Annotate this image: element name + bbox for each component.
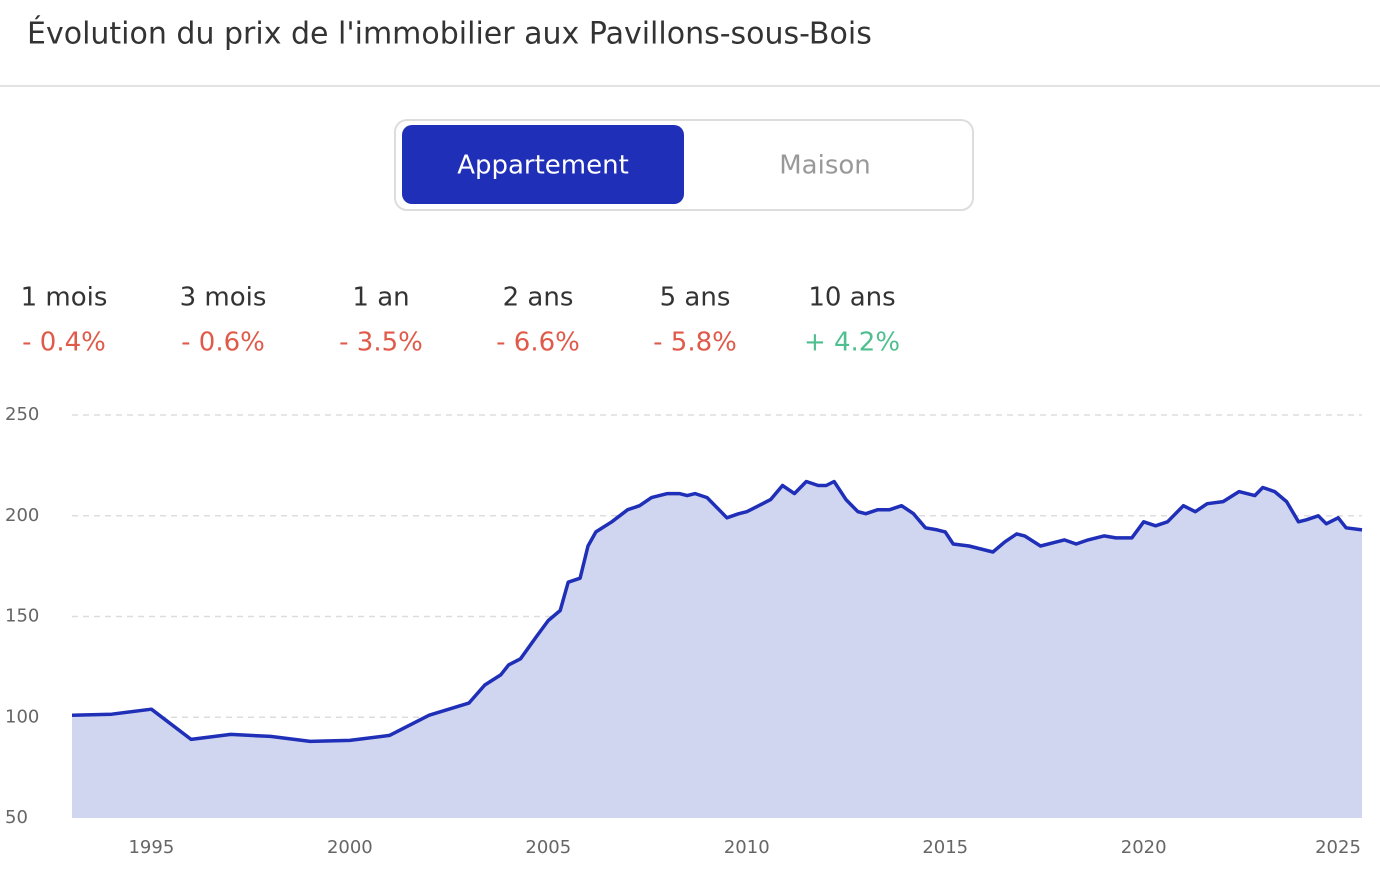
stats: 1 mois - 0.4% 3 mois - 0.6% 1 an - 3.5% 2 ans -… bbox=[21, 283, 900, 358]
stat-label: 2 ans bbox=[503, 283, 574, 313]
y-tick-label: 100 bbox=[5, 706, 39, 727]
x-tick-label: 2005 bbox=[525, 837, 571, 858]
y-tick-label: 200 bbox=[5, 505, 39, 526]
toggle-label: Appartement bbox=[457, 151, 629, 181]
stat-value: - 6.6% bbox=[496, 328, 580, 358]
page-title: Évolution du prix de l'immobilier aux Pa… bbox=[27, 16, 872, 52]
x-tick-label: 2015 bbox=[922, 837, 968, 858]
area bbox=[72, 481, 1362, 818]
stat-value: - 0.4% bbox=[22, 328, 106, 358]
x-tick-label: 1995 bbox=[128, 837, 174, 858]
x-tick-label: 2010 bbox=[724, 837, 770, 858]
stat-value: - 5.8% bbox=[653, 328, 737, 358]
x-tick-label: 2020 bbox=[1121, 837, 1167, 858]
chart: 50 100 150 200 250 1995 2000 2005 2010 2015 2020 20… bbox=[5, 404, 1363, 858]
y-tick-label: 250 bbox=[5, 404, 39, 425]
stat-label: 1 an bbox=[352, 283, 409, 313]
y-tick-label: 150 bbox=[5, 606, 39, 627]
stat-label: 10 ans bbox=[808, 283, 895, 313]
toggle-maison[interactable]: Maison bbox=[779, 151, 871, 181]
y-tick-label: 50 bbox=[5, 807, 28, 828]
stat-label: 5 ans bbox=[660, 283, 731, 313]
stat-value: - 0.6% bbox=[181, 328, 265, 358]
stat-label: 3 mois bbox=[180, 283, 267, 313]
stat-value: - 3.5% bbox=[339, 328, 423, 358]
line bbox=[71, 479, 1363, 744]
toggle-appartement[interactable]: Appartement bbox=[402, 125, 684, 204]
x-tick-label: 2000 bbox=[327, 837, 373, 858]
toggle-label: Maison bbox=[779, 151, 871, 181]
toggle-active-bg bbox=[402, 125, 684, 204]
stat-value: + 4.2% bbox=[804, 328, 900, 358]
stat-label: 1 mois bbox=[21, 283, 108, 313]
x-tick-label: 2025 bbox=[1315, 837, 1361, 858]
